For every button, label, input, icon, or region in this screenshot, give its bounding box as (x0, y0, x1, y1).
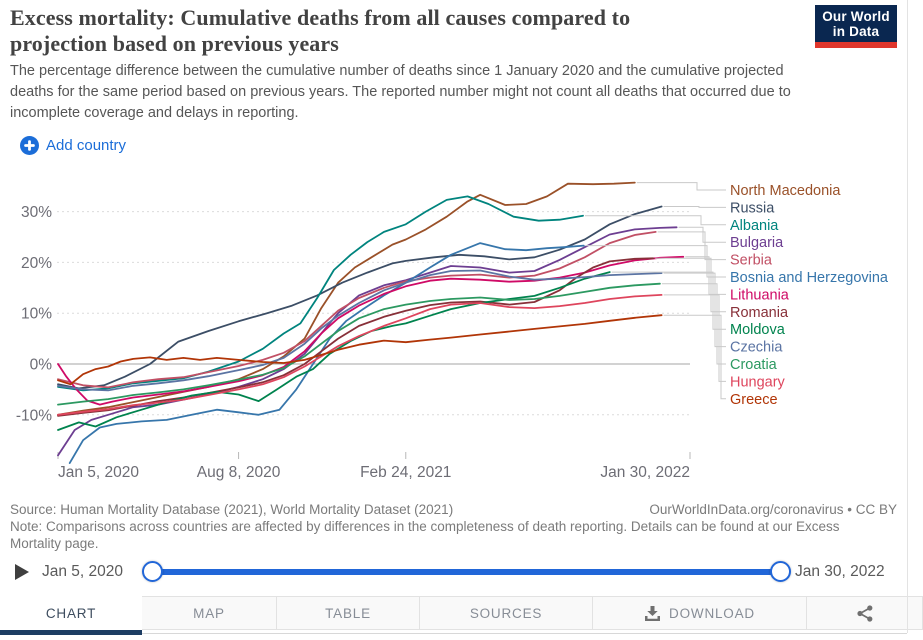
tab-table[interactable]: TABLE (277, 596, 420, 630)
timeline-handle-end[interactable] (770, 561, 791, 582)
series-line-croatia[interactable] (57, 282, 661, 406)
timeline-control: Jan 5, 2020 Jan 30, 2022 (0, 556, 923, 592)
widget-border (907, 0, 908, 633)
title-line-2: projection based on previous years (10, 31, 339, 56)
series-line-czechia[interactable] (57, 269, 663, 392)
chart-subtitle: The percentage difference between the cu… (10, 63, 791, 121)
active-tab-indicator (0, 630, 142, 635)
legend-label-moldova[interactable]: Moldova (730, 322, 786, 338)
series-line-albania[interactable] (57, 195, 584, 392)
tab-label: SOURCES (469, 605, 543, 621)
owid-logo: Our World in Data (815, 5, 897, 48)
add-country-label: Add country (46, 137, 127, 154)
legend-label-north-macedonia[interactable]: North Macedonia (730, 183, 841, 199)
series-line-russia[interactable] (57, 205, 663, 390)
tab-sources[interactable]: SOURCES (420, 596, 593, 630)
timeline-start-label[interactable]: Jan 5, 2020 (42, 563, 124, 580)
attribution-link[interactable]: OurWorldInData.org/coronavirus • CC BY (649, 502, 897, 517)
legend-connector (663, 294, 726, 382)
series-line-romania[interactable] (57, 257, 655, 417)
x-axis-label: Feb 24, 2021 (360, 464, 451, 481)
add-country-button[interactable]: Add country (20, 136, 126, 155)
legend-connector (663, 206, 726, 208)
footnote-line-2: Mortality page. (10, 536, 99, 551)
share-icon (856, 604, 873, 622)
legend-connector (663, 314, 726, 400)
x-axis-label: Jan 5, 2020 (58, 464, 139, 481)
legend-connector (678, 226, 726, 243)
tab-label: TABLE (325, 605, 371, 621)
x-axis-label: Aug 8, 2020 (197, 464, 281, 481)
series-line-serbia[interactable] (57, 231, 657, 389)
legend-connector (585, 245, 726, 278)
download-icon (644, 605, 661, 621)
y-axis-label: 0% (30, 357, 53, 374)
tab-label: CHART (45, 605, 97, 621)
legend-label-croatia[interactable]: Croatia (730, 357, 778, 373)
source-note: Source: Human Mortality Database (2021),… (10, 502, 454, 517)
page-title: Excess mortality: Cumulative deaths from… (10, 5, 800, 57)
legend-label-albania[interactable]: Albania (730, 218, 779, 234)
legend-label-romania[interactable]: Romania (730, 305, 789, 321)
legend-label-lithuania[interactable]: Lithuania (730, 287, 790, 303)
legend-label-russia[interactable]: Russia (730, 200, 775, 216)
tab-chart[interactable]: CHART (0, 596, 142, 630)
legend-connector (685, 256, 726, 295)
chart-footer: Source: Human Mortality Database (2021),… (10, 501, 897, 552)
y-axis-label: -10% (16, 407, 52, 424)
title-line-1: Excess mortality: Cumulative deaths from… (10, 5, 631, 30)
tab-label: MAP (193, 605, 225, 621)
x-axis-label: Jan 30, 2022 (600, 464, 690, 481)
series-line-north-macedonia[interactable] (57, 181, 636, 416)
legend-connector (661, 283, 726, 365)
tab-share[interactable] (807, 596, 923, 630)
tab-map[interactable]: MAP (142, 596, 277, 630)
legend-label-bosnia-and-herzegovina[interactable]: Bosnia and Herzegovina (730, 270, 889, 286)
tab-bar: CHART MAP TABLE SOURCES DOWNLOAD (0, 596, 923, 630)
legend-label-serbia[interactable]: Serbia (730, 253, 773, 269)
legend-label-bulgaria[interactable]: Bulgaria (730, 235, 784, 251)
plus-circle-icon (20, 136, 39, 155)
tab-label: DOWNLOAD (669, 605, 755, 621)
y-axis-label: 10% (21, 306, 52, 323)
timeline-handle-start[interactable] (142, 561, 163, 582)
tab-download[interactable]: DOWNLOAD (593, 596, 807, 630)
legend-label-hungary[interactable]: Hungary (730, 374, 786, 390)
tab-bar-divider (142, 633, 907, 634)
series-line-greece[interactable] (57, 314, 663, 386)
legend-label-czechia[interactable]: Czechia (730, 340, 783, 356)
timeline-end-label[interactable]: Jan 30, 2022 (795, 563, 885, 580)
footnote-line-1: Note: Comparisons across countries are a… (10, 519, 840, 534)
legend-connector (585, 215, 726, 226)
legend-label-greece[interactable]: Greece (730, 392, 778, 408)
y-axis-label: 30% (21, 204, 52, 221)
excess-mortality-line-chart: 30% 20% 10% 0% -10% Jan 5, 2020 Aug 8, 2020 Feb… (16, 181, 889, 481)
series-line-lithuania[interactable] (57, 255, 685, 406)
legend-connector (636, 182, 726, 191)
y-axis-label: 20% (21, 255, 52, 272)
timeline-track[interactable] (153, 569, 781, 575)
play-button[interactable] (14, 563, 30, 581)
series-line-hungary[interactable] (57, 294, 663, 416)
